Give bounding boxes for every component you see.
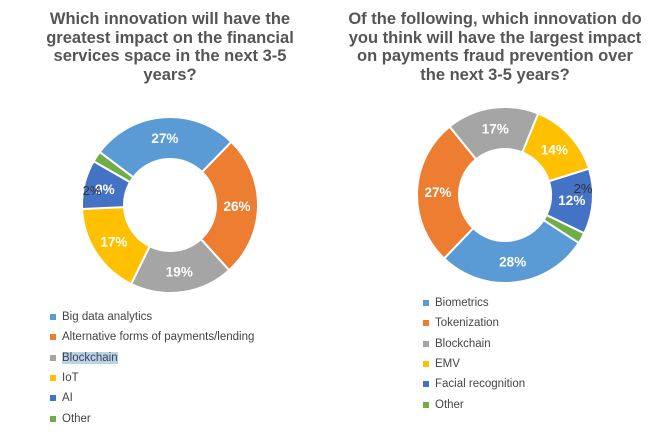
left-legend-swatch: [50, 314, 56, 321]
left-label-other: 2%: [83, 183, 102, 198]
right-slice-tokenization: [416, 125, 478, 260]
right-label-facial-recognition: 12%: [558, 193, 585, 208]
right-label-other: 2%: [574, 181, 593, 196]
left-label-big-data-analytics: 27%: [151, 131, 178, 146]
left-legend-label: IoT: [62, 372, 79, 385]
right-label-tokenization: 27%: [425, 185, 452, 200]
right-legend-swatch: [423, 381, 429, 388]
right-legend-item-emv: EMV: [423, 354, 525, 374]
left-chart: Which innovation will have the greatest …: [46, 10, 294, 429]
left-legend: Big data analytics Alternative forms of p…: [50, 307, 254, 429]
right-slice-other: [542, 213, 586, 245]
left-legend-label: Blockchain: [62, 351, 118, 364]
right-legend-label: Tokenization: [435, 317, 499, 330]
left-legend-swatch: [50, 415, 56, 422]
left-legend-swatch: [50, 334, 56, 341]
left-slice-alternative-forms-of-payments-lending: [199, 140, 259, 272]
right-legend-item-blockchain: Blockchain: [423, 334, 525, 354]
right-legend-swatch: [423, 300, 429, 307]
right-legend-swatch: [423, 340, 429, 347]
right-label-biometrics: 28%: [499, 255, 526, 270]
left-legend-swatch: [50, 354, 56, 361]
right-legend-item-other: Other: [423, 394, 525, 414]
left-label-alternative-forms-of-payments-lending: 26%: [223, 199, 250, 214]
right-legend: Biometrics Tokenization Blockchain EMV Facia…: [423, 293, 525, 415]
left-legend-swatch: [50, 395, 56, 402]
right-chart-title: Of the following, which innovation do yo…: [348, 10, 642, 84]
right-legend-label: EMV: [435, 358, 460, 371]
left-legend-item-big-data-analytics: Big data analytics: [50, 307, 254, 327]
left-legend-label: Big data analytics: [62, 311, 153, 324]
right-legend-swatch: [423, 320, 429, 327]
right-legend-item-facial-recognition: Facial recognition: [423, 374, 525, 394]
left-slice-other: [92, 150, 135, 184]
left-legend-swatch: [50, 375, 56, 382]
right-slice-biometrics: [442, 218, 581, 284]
right-label-emv: 14%: [541, 143, 568, 158]
right-legend-label: Biometrics: [435, 297, 489, 310]
left-legend-item-other: Other: [50, 408, 254, 428]
right-legend-label: Other: [435, 398, 464, 411]
left-legend-label: Alternative forms of payments/lending: [62, 331, 255, 344]
left-legend-item-alternative-forms-of-payments-lending: Alternative forms of payments/lending: [50, 327, 254, 347]
right-label-blockchain: 17%: [482, 122, 509, 137]
right-legend-label: Facial recognition: [435, 378, 526, 391]
left-chart-title: Which innovation will have the greatest …: [46, 10, 294, 84]
left-label-ai: 9%: [95, 182, 115, 197]
right-legend-label: Blockchain: [435, 337, 491, 350]
left-label-iot: 17%: [100, 235, 127, 250]
left-legend-label: Other: [62, 412, 91, 425]
left-legend-item-iot: IoT: [50, 368, 254, 388]
left-donut-chart: 27% 26% 19% 17% 9%2%: [81, 116, 259, 294]
right-legend-item-biometrics: Biometrics: [423, 293, 525, 313]
left-slice-big-data-analytics: [98, 116, 233, 179]
right-donut-chart: 28% 27% 17% 14% 12%2%: [416, 106, 594, 284]
right-legend-item-tokenization: Tokenization: [423, 313, 525, 333]
right-legend-swatch: [423, 401, 429, 408]
right-legend-swatch: [423, 361, 429, 368]
right-chart: Of the following, which innovation do yo…: [325, 0, 650, 439]
left-legend-item-ai: AI: [50, 388, 254, 408]
left-legend-label: AI: [62, 392, 73, 405]
left-legend-item-blockchain: Blockchain: [50, 348, 254, 368]
left-label-blockchain: 19%: [166, 264, 193, 279]
